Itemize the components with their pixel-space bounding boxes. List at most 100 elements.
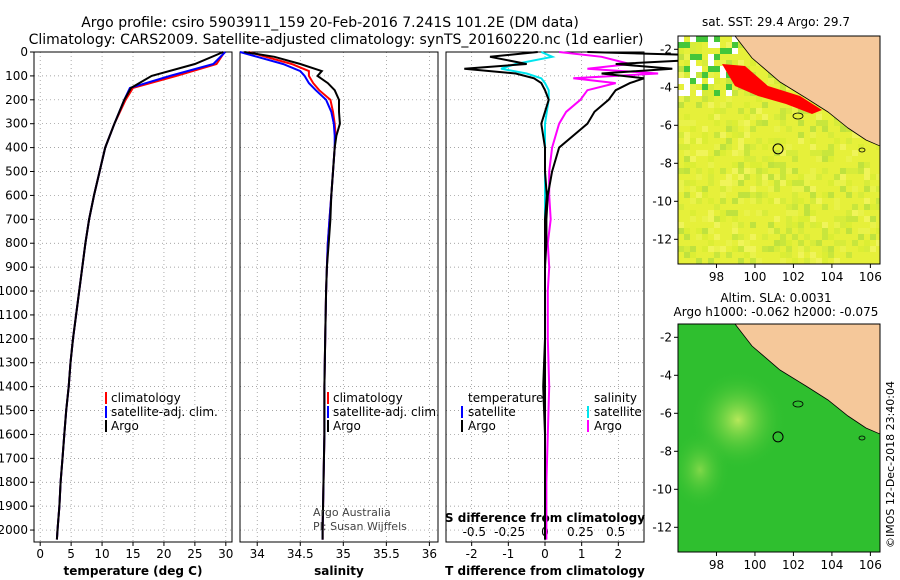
sst-cell <box>696 186 702 192</box>
sst-cell <box>720 180 726 186</box>
sst-cell <box>744 156 750 162</box>
sst-cell <box>708 78 714 84</box>
sst-cell <box>714 66 720 72</box>
sst-cell <box>840 174 846 180</box>
sst-cell <box>714 246 720 252</box>
sst-cell <box>798 132 804 138</box>
sst-cell <box>798 174 804 180</box>
x-tick-label: 15 <box>125 547 140 561</box>
sst-cell <box>840 168 846 174</box>
legend-label-argo: Argo <box>333 419 361 433</box>
sst-cell <box>780 258 786 264</box>
sst-cell <box>720 216 726 222</box>
sst-cell <box>708 168 714 174</box>
sst-cell <box>744 90 750 96</box>
sst-cell <box>762 102 768 108</box>
sst-cell <box>822 192 828 198</box>
sst-cell <box>834 198 840 204</box>
sst-cell <box>774 78 780 84</box>
sst-cell <box>870 246 876 252</box>
y-tick-label: 1200 <box>0 332 28 346</box>
sst-cell <box>792 168 798 174</box>
sst-cell <box>732 234 738 240</box>
x-tick-label: 10 <box>94 547 109 561</box>
sla-island <box>858 435 866 441</box>
sst-cell <box>810 144 816 150</box>
sst-cell <box>708 66 714 72</box>
sst-cell <box>798 186 804 192</box>
sst-cell <box>774 228 780 234</box>
credit-pi: PI: Susan Wijffels <box>313 520 407 533</box>
sst-cell <box>726 60 732 66</box>
sst-island <box>858 147 866 153</box>
sst-cell <box>744 246 750 252</box>
sst-cell <box>696 72 702 78</box>
sst-cell <box>708 60 714 66</box>
sla-high-anomaly <box>678 430 730 510</box>
sst-cell <box>786 168 792 174</box>
sst-cell <box>678 102 684 108</box>
sst-cell <box>816 222 822 228</box>
series-line-climatology <box>55 51 226 540</box>
sst-map-title: sat. SST: 29.4 Argo: 29.7 <box>702 15 850 29</box>
legend-label-climatology: climatology <box>333 391 403 405</box>
sst-cell <box>768 72 774 78</box>
sst-cell <box>756 162 762 168</box>
series-line-s-diff-argo <box>544 51 758 540</box>
map-x-tick-label: 98 <box>709 270 724 284</box>
sst-cell <box>708 180 714 186</box>
secondary-tick-label: 0.5 <box>606 525 625 539</box>
sst-cell <box>846 210 852 216</box>
sst-cell <box>696 150 702 156</box>
sst-cell <box>684 150 690 156</box>
sst-cell <box>708 90 714 96</box>
sst-cell <box>732 168 738 174</box>
sst-cell <box>804 216 810 222</box>
sst-cell <box>810 126 816 132</box>
sst-cell <box>834 228 840 234</box>
sst-cell <box>714 108 720 114</box>
sst-cell <box>810 252 816 258</box>
series-line-argo <box>55 51 224 540</box>
sst-cell <box>870 234 876 240</box>
sst-cell <box>726 174 732 180</box>
sla-map-subtitle: Argo h1000: -0.062 h2000: -0.075 <box>674 305 879 319</box>
sst-cell <box>732 150 738 156</box>
sst-cell <box>744 144 750 150</box>
map-y-tick-label: -6 <box>660 118 672 132</box>
sst-cell <box>678 66 684 72</box>
sst-cell <box>810 240 816 246</box>
sst-cell <box>726 90 732 96</box>
plot-frame <box>239 51 439 543</box>
sst-cell <box>678 222 684 228</box>
sst-cell <box>786 108 792 114</box>
sst-cell <box>714 120 720 126</box>
sst-cell <box>720 150 726 156</box>
sst-cell <box>678 120 684 126</box>
sst-cell <box>690 210 696 216</box>
sst-cell <box>756 180 762 186</box>
sst-cell <box>762 120 768 126</box>
sst-cell <box>840 180 846 186</box>
sst-cell <box>780 234 786 240</box>
sst-cell <box>780 108 786 114</box>
sst-cell <box>858 168 864 174</box>
map-x-tick-label: 102 <box>782 558 805 572</box>
sst-cell <box>762 114 768 120</box>
sst-cell <box>708 210 714 216</box>
sst-cell <box>780 252 786 258</box>
sst-cell <box>720 60 726 66</box>
sst-cell <box>714 150 720 156</box>
sst-cell <box>822 228 828 234</box>
sst-cell <box>732 180 738 186</box>
sst-cell <box>744 102 750 108</box>
sst-cell <box>690 84 696 90</box>
sst-cell <box>798 246 804 252</box>
sst-cell <box>678 204 684 210</box>
sst-cell <box>702 216 708 222</box>
sst-cell <box>726 144 732 150</box>
sst-cell <box>696 90 702 96</box>
y-tick-label: 500 <box>5 165 28 179</box>
sst-cell <box>876 228 880 234</box>
sst-cell <box>852 240 858 246</box>
